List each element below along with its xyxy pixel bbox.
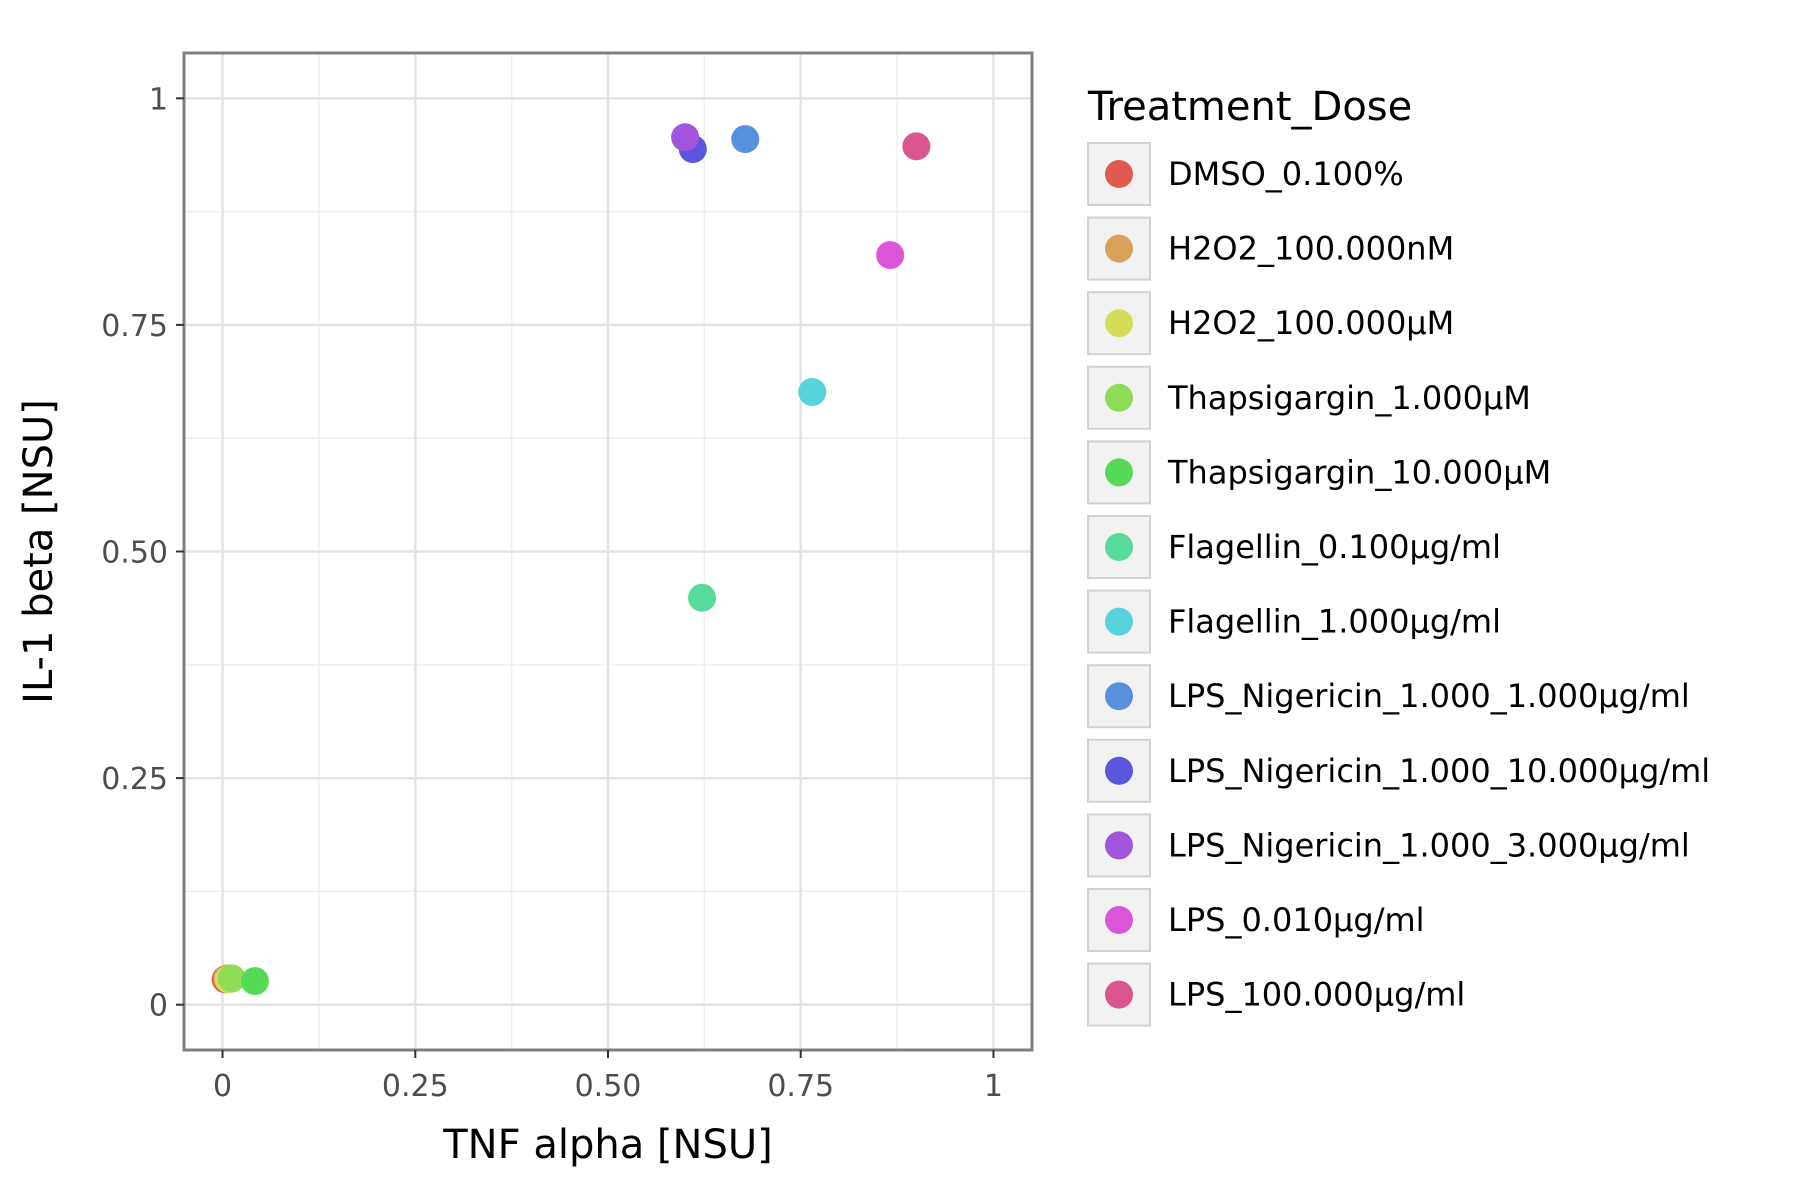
legend-label: LPS_Nigericin_1.000_3.000µg/ml	[1168, 826, 1690, 864]
legend-label: LPS_100.000µg/ml	[1168, 976, 1465, 1014]
legend-label: LPS_0.010µg/ml	[1168, 901, 1425, 939]
legend-label: LPS_Nigericin_1.000_1.000µg/ml	[1168, 677, 1690, 715]
legend-label: Thapsigargin_1.000µM	[1167, 379, 1531, 417]
y-tick-label: 0	[149, 989, 168, 1024]
legend-label: LPS_Nigericin_1.000_10.000µg/ml	[1168, 752, 1710, 790]
legend-marker	[1105, 309, 1133, 338]
data-point	[731, 125, 760, 154]
data-point	[798, 377, 827, 406]
legend-key	[1087, 813, 1151, 878]
x-tick-label: 0.75	[767, 1069, 834, 1104]
legend-marker	[1105, 906, 1133, 934]
y-axis-title: IL-1 beta [NSU]	[16, 399, 62, 704]
legend-title: Treatment_Dose	[1087, 84, 1412, 130]
x-tick-label: 0	[213, 1069, 232, 1104]
y-tick-label: 0.75	[101, 309, 168, 344]
x-axis-title: TNF alpha [NSU]	[442, 1122, 772, 1168]
legend-marker	[1105, 607, 1133, 636]
data-point	[217, 964, 246, 993]
legend-label: H2O2_100.000µM	[1168, 304, 1454, 342]
legend-label: Flagellin_0.100µg/ml	[1168, 528, 1501, 566]
legend-marker	[1105, 682, 1133, 711]
legend-marker	[1105, 756, 1133, 785]
data-point	[902, 132, 931, 161]
data-point	[688, 583, 717, 612]
legend-marker	[1105, 234, 1133, 263]
y-tick-label: 1	[149, 82, 168, 117]
legend-marker	[1105, 980, 1133, 1009]
legend-label: H2O2_100.000nM	[1168, 230, 1454, 268]
legend-marker	[1105, 831, 1133, 860]
legend-marker	[1105, 383, 1133, 412]
y-tick-label: 0.25	[101, 762, 168, 797]
legend-marker	[1105, 458, 1133, 487]
data-point	[240, 967, 269, 996]
x-tick-label: 1	[984, 1069, 1003, 1104]
legend-label: Flagellin_1.000µg/ml	[1168, 603, 1501, 641]
data-point	[876, 241, 905, 270]
legend-label: Thapsigargin_10.000µM	[1167, 453, 1551, 491]
y-tick-label: 0.50	[101, 536, 168, 571]
legend-marker	[1105, 533, 1133, 561]
plot-layer: 0 0.25 0.50 0.75 1 0 0.25 0.50 0.75 1 TNF alpha [N…	[16, 51, 1034, 1168]
legend: Treatment_Dose DMSO_0.100% H2O2_100.000nM H…	[1087, 84, 1710, 1027]
x-tick-label: 0.50	[575, 1069, 642, 1104]
data-point	[671, 123, 700, 152]
legend-marker	[1105, 160, 1133, 188]
x-tick-label: 0.25	[382, 1069, 449, 1104]
legend-label: DMSO_0.100%	[1168, 155, 1404, 193]
